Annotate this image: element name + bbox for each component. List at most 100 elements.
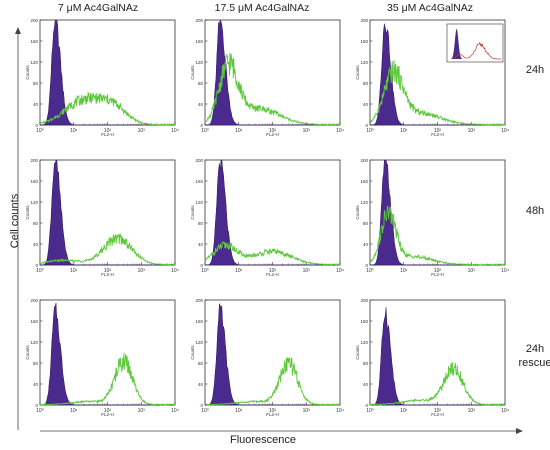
- y-tick-label: 0: [200, 403, 203, 408]
- panel-x-title: FL2-H: [101, 132, 114, 137]
- y-tick-label: 200: [360, 158, 368, 163]
- x-tick-label: 10²: [434, 408, 442, 414]
- treated-histogram: [39, 352, 176, 406]
- panel-y-title: Counts: [355, 345, 360, 360]
- panel-x-title: FL2-H: [101, 272, 114, 277]
- control-histogram: [39, 19, 175, 126]
- control-histogram: [369, 23, 505, 126]
- y-tick-label: 200: [360, 18, 368, 23]
- y-tick-label: 200: [30, 158, 38, 163]
- row-label-24h: 24h: [526, 64, 544, 76]
- x-tick-label: 10¹: [70, 128, 78, 134]
- y-tick-label: 0: [200, 263, 203, 268]
- y-tick-label: 160: [195, 39, 203, 44]
- y-tick-label: 160: [30, 319, 38, 324]
- x-tick-label: 10¹: [235, 408, 243, 414]
- y-tick-label: 0: [365, 263, 368, 268]
- inset-treated-histogram: [450, 41, 501, 60]
- y-tick-label: 0: [365, 403, 368, 408]
- y-tick-label: 80: [198, 361, 204, 366]
- row-label-24h-rescue: 24h rescue: [518, 342, 550, 370]
- x-tick-label: 10⁴: [171, 268, 179, 274]
- x-tick-label: 10³: [303, 268, 311, 274]
- y-tick-label: 120: [360, 340, 368, 345]
- y-tick-label: 40: [363, 382, 369, 387]
- row-label-48h: 48h: [526, 205, 544, 217]
- y-tick-label: 120: [195, 340, 203, 345]
- y-tick-label: 80: [198, 81, 204, 86]
- x-tick-label: 10⁰: [201, 128, 209, 134]
- x-tick-label: 10³: [303, 408, 311, 414]
- y-tick-label: 0: [35, 403, 38, 408]
- panel-x-title: FL2-H: [266, 132, 279, 137]
- histogram-panel: 0 40 80 120 160 200 10⁰ 10¹ 10² 10³ 10⁴ FL2-H Counts: [355, 158, 509, 277]
- x-tick-label: 10¹: [235, 128, 243, 134]
- control-histogram: [369, 307, 505, 406]
- x-tick-label: 10³: [138, 408, 146, 414]
- x-tick-label: 10³: [468, 408, 476, 414]
- y-tick-label: 160: [360, 319, 368, 324]
- y-tick-label: 0: [200, 123, 203, 128]
- x-tick-label: 10²: [269, 128, 277, 134]
- x-tick-label: 10²: [269, 408, 277, 414]
- x-tick-label: 10⁰: [201, 268, 209, 274]
- y-tick-label: 200: [195, 158, 203, 163]
- x-tick-label: 10⁴: [501, 408, 509, 414]
- x-tick-label: 10³: [303, 128, 311, 134]
- row-label-24h-text: 24h: [525, 64, 545, 76]
- y-tick-label: 80: [363, 81, 369, 86]
- y-tick-label: 200: [195, 18, 203, 23]
- y-tick-label: 40: [363, 242, 369, 247]
- panel-x-title: FL2-H: [431, 272, 444, 277]
- x-tick-label: 10⁴: [336, 128, 344, 134]
- control-histogram: [369, 159, 505, 266]
- y-tick-label: 160: [30, 179, 38, 184]
- control-histogram: [39, 159, 175, 266]
- y-tick-label: 40: [198, 382, 204, 387]
- column-title-7uM: 7 μM Ac4GalNAz: [57, 2, 139, 14]
- y-tick-label: 160: [195, 179, 203, 184]
- panel-y-title: Counts: [25, 205, 30, 220]
- y-tick-label: 40: [33, 382, 39, 387]
- y-tick-label: 0: [365, 123, 368, 128]
- treated-histogram: [369, 362, 506, 406]
- panel-y-title: Counts: [25, 65, 30, 80]
- y-tick-label: 120: [195, 200, 203, 205]
- panel-y-title: Counts: [355, 65, 360, 80]
- x-tick-label: 10⁴: [336, 408, 344, 414]
- x-tick-label: 10⁴: [336, 268, 344, 274]
- x-tick-label: 10¹: [70, 268, 78, 274]
- x-tick-label: 10³: [138, 268, 146, 274]
- y-tick-label: 200: [195, 298, 203, 303]
- x-tick-label: 10⁰: [366, 408, 374, 414]
- x-tick-label: 10¹: [400, 128, 408, 134]
- x-tick-label: 10⁰: [36, 408, 44, 414]
- y-tick-label: 120: [30, 200, 38, 205]
- treated-histogram: [39, 91, 176, 126]
- y-tick-label: 0: [35, 123, 38, 128]
- column-title-35uM: 35 μM Ac4GalNAz: [387, 2, 473, 14]
- row-label-24h-rescue-line1: 24h: [525, 343, 545, 355]
- y-tick-label: 120: [30, 60, 38, 65]
- x-axis-arrowhead: [516, 428, 523, 434]
- y-tick-label: 160: [360, 179, 368, 184]
- treated-histogram: [204, 241, 341, 266]
- histogram-panel: 0 40 80 120 160 200 10⁰ 10¹ 10² 10³ 10⁴ FL2-H Counts: [25, 18, 179, 137]
- row-label-48h-text: 48h: [525, 205, 545, 217]
- treated-histogram: [39, 233, 176, 266]
- inset-control-histogram: [451, 28, 501, 59]
- column-title-17-5uM: 17.5 μM Ac4GalNAz: [214, 2, 310, 14]
- y-tick-label: 120: [195, 60, 203, 65]
- x-tick-label: 10⁰: [201, 408, 209, 414]
- histogram-panel: 0 40 80 120 160 200 10⁰ 10¹ 10² 10³ 10⁴ FL2-H Counts: [190, 158, 344, 277]
- x-tick-label: 10³: [468, 268, 476, 274]
- x-axis-label: Fluorescence: [230, 434, 297, 446]
- x-tick-label: 10¹: [400, 408, 408, 414]
- treated-histogram: [369, 205, 506, 266]
- panel-x-title: FL2-H: [431, 412, 444, 417]
- histogram-panel: 0 40 80 120 160 200 10⁰ 10¹ 10² 10³ 10⁴ FL2-H Counts: [190, 298, 344, 417]
- treated-histogram: [204, 53, 341, 126]
- treated-histogram: [369, 60, 506, 126]
- x-tick-label: 10¹: [235, 268, 243, 274]
